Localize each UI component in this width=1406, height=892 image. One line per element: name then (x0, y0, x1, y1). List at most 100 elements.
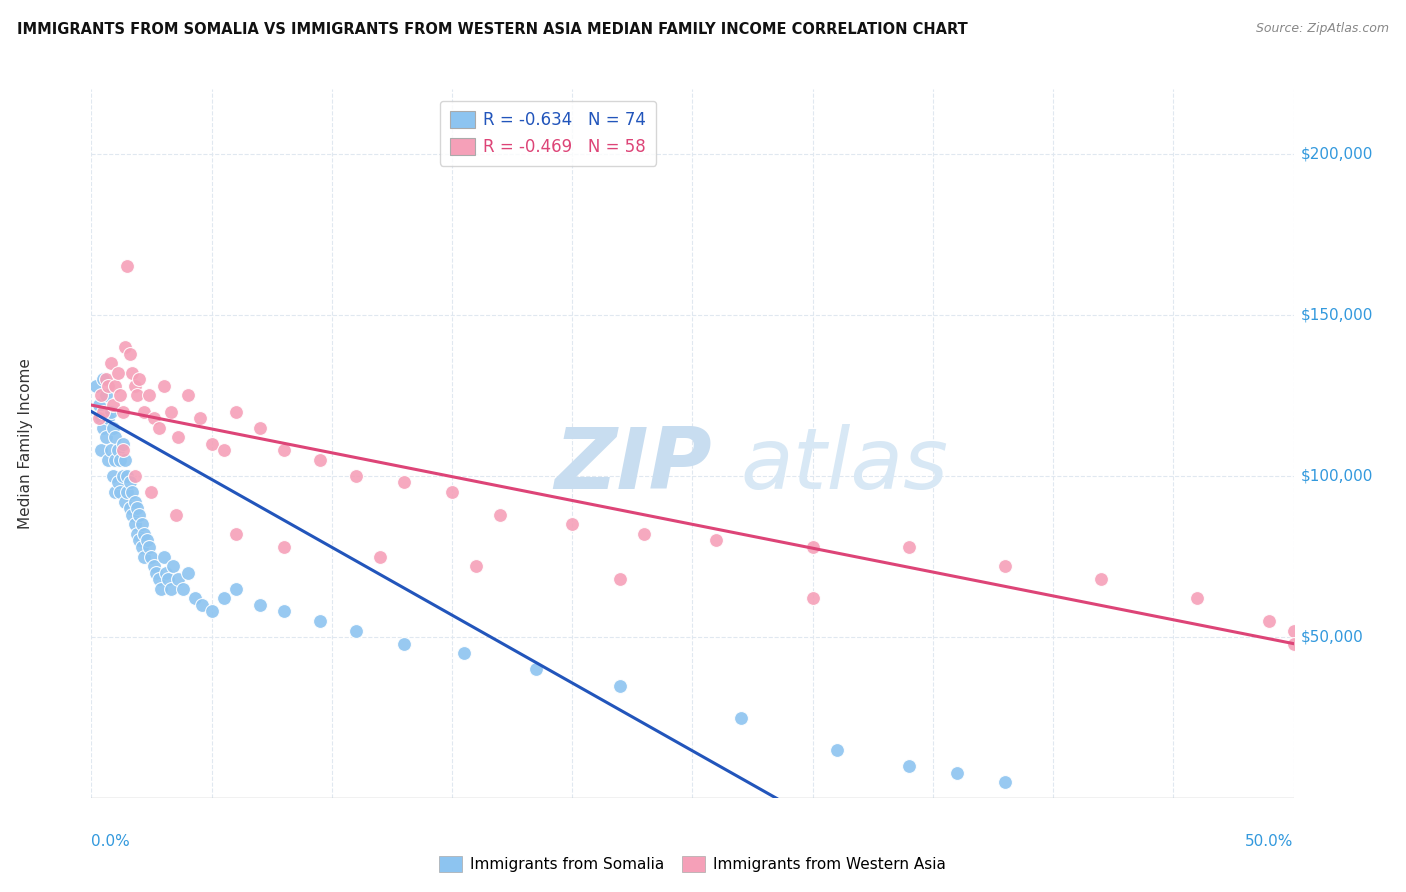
Point (121, 366, 143, 380)
Point (111, 436, 134, 450)
Point (176, 388, 198, 402)
Point (90, 388, 112, 402)
Point (97, 453, 120, 467)
Point (994, 559, 1017, 574)
Point (191, 598, 214, 612)
Text: 0.0%: 0.0% (91, 834, 131, 849)
Text: 50.0%: 50.0% (1246, 834, 1294, 849)
Point (994, 775, 1017, 789)
Point (104, 485, 127, 500)
Point (107, 443, 129, 458)
Point (131, 540, 153, 554)
Point (172, 582, 194, 596)
Point (97, 378, 120, 392)
Point (94, 372, 117, 386)
Text: $50,000: $50,000 (1301, 630, 1364, 645)
Point (97, 411, 120, 425)
Point (118, 346, 141, 360)
Point (273, 604, 295, 618)
Point (825, 743, 848, 757)
Point (125, 527, 148, 541)
Point (93, 404, 115, 418)
Point (152, 549, 174, 564)
Point (392, 475, 415, 490)
Text: Median Family Income: Median Family Income (18, 359, 32, 529)
Point (124, 378, 146, 392)
Point (142, 411, 165, 425)
Text: ZIP: ZIP (554, 424, 711, 507)
Point (93, 372, 115, 386)
Legend: R = -0.634   N = 74, R = -0.469   N = 58: R = -0.634 N = 74, R = -0.469 N = 58 (440, 101, 657, 166)
Point (124, 469, 146, 483)
Point (308, 453, 330, 467)
Point (273, 540, 295, 554)
Point (801, 591, 824, 606)
Point (148, 420, 170, 434)
Point (162, 559, 184, 574)
Point (159, 404, 181, 418)
Point (368, 549, 391, 564)
Point (117, 260, 139, 274)
Point (453, 646, 475, 660)
Point (165, 508, 187, 522)
Point (101, 398, 124, 412)
Point (609, 679, 631, 693)
Point (100, 356, 122, 370)
Point (90, 443, 112, 458)
Point (134, 549, 156, 564)
Point (344, 469, 367, 483)
Point (145, 566, 167, 580)
Point (141, 549, 163, 564)
Point (114, 340, 136, 354)
Point (111, 443, 134, 458)
Point (111, 469, 134, 483)
Point (1282, 624, 1305, 638)
Point (225, 404, 247, 418)
Point (188, 411, 211, 425)
Point (101, 420, 124, 434)
Point (561, 517, 583, 532)
Point (1187, 591, 1209, 606)
Point (135, 533, 157, 548)
Point (273, 443, 295, 458)
Point (128, 533, 150, 548)
Text: Source: ZipAtlas.com: Source: ZipAtlas.com (1256, 22, 1389, 36)
Point (118, 475, 141, 490)
Point (107, 366, 129, 380)
Point (131, 517, 153, 532)
Point (706, 533, 728, 548)
Point (125, 388, 148, 402)
Point (308, 614, 330, 628)
Point (225, 527, 247, 541)
Point (633, 527, 655, 541)
Point (104, 430, 127, 444)
Point (125, 501, 148, 516)
Point (134, 404, 156, 418)
Text: $100,000: $100,000 (1301, 468, 1372, 483)
Text: $150,000: $150,000 (1301, 308, 1372, 322)
Point (897, 759, 920, 773)
Point (90, 411, 112, 425)
Point (94, 388, 117, 402)
Point (117, 469, 139, 483)
Point (167, 430, 190, 444)
Point (104, 378, 127, 392)
Point (138, 540, 160, 554)
Point (121, 508, 143, 522)
Point (110, 388, 132, 402)
Point (157, 572, 180, 586)
Point (1282, 637, 1305, 651)
Point (148, 572, 170, 586)
Point (100, 404, 122, 418)
Point (201, 436, 224, 450)
Point (730, 711, 752, 725)
Point (138, 388, 160, 402)
Point (946, 765, 969, 780)
Text: $200,000: $200,000 (1301, 146, 1372, 161)
Point (1258, 614, 1281, 628)
Point (142, 559, 165, 574)
Point (101, 469, 124, 483)
Point (249, 598, 271, 612)
Point (159, 582, 181, 596)
Point (134, 527, 156, 541)
